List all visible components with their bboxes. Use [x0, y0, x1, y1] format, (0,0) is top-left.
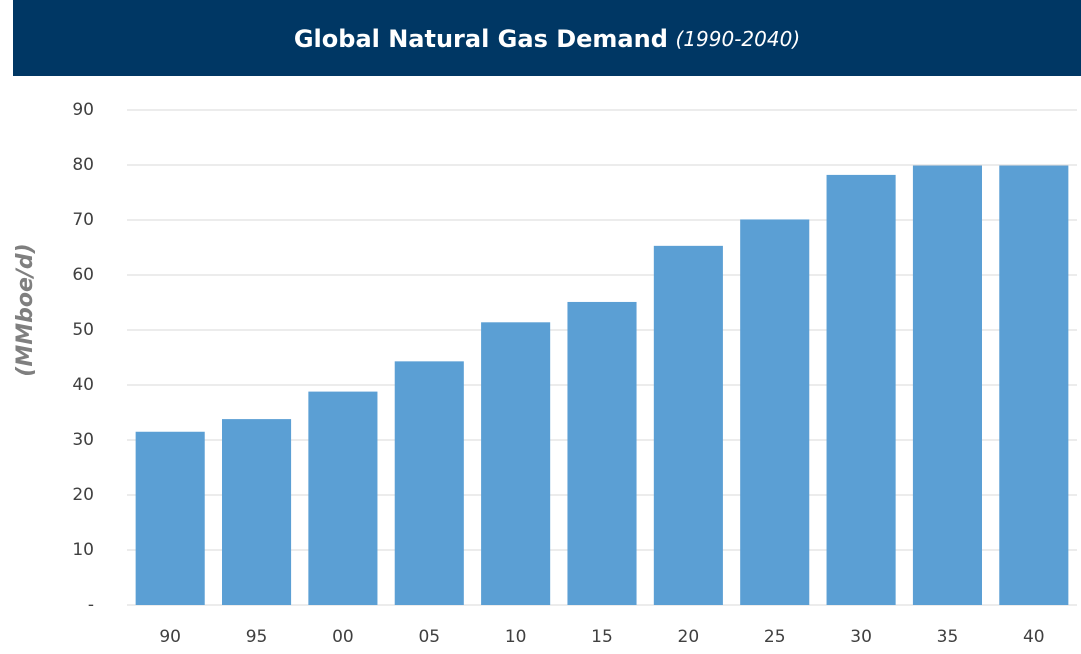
bar: [826, 174, 896, 605]
chart-subtitle: (1990-2040): [676, 27, 801, 51]
x-tick-label: 10: [505, 627, 527, 647]
bar: [481, 322, 551, 605]
bar: [135, 431, 205, 605]
x-tick-label: 30: [850, 627, 872, 647]
y-tick-label: 40: [72, 375, 94, 395]
y-tick-label: 90: [72, 100, 94, 120]
y-axis-title: (MMboe/d): [13, 243, 38, 376]
x-tick-label: 90: [159, 627, 181, 647]
bar: [912, 165, 982, 606]
y-tick-label: 30: [72, 430, 94, 450]
y-tick-label: 50: [72, 320, 94, 340]
bar: [653, 245, 723, 605]
y-tick-label: -: [88, 595, 94, 615]
y-tick-label: 20: [72, 485, 94, 505]
x-tick-label: 05: [418, 627, 440, 647]
x-tick-label: 20: [678, 627, 700, 647]
bar: [394, 361, 464, 605]
x-tick-label: 15: [591, 627, 613, 647]
x-tick-label: 35: [937, 627, 959, 647]
bar: [567, 301, 637, 605]
x-tick-label: 95: [246, 627, 268, 647]
bar: [740, 219, 810, 605]
bar: [222, 419, 292, 605]
x-tick-label: 25: [764, 627, 786, 647]
bar: [999, 165, 1069, 606]
header: Global Natural Gas Demand (1990-2040): [294, 25, 800, 53]
chart-title: Global Natural Gas Demand: [294, 25, 668, 53]
y-tick-label: 70: [72, 210, 94, 230]
bar: [308, 391, 378, 605]
y-tick-label: 80: [72, 155, 94, 175]
header-band: [13, 0, 1081, 76]
y-tick-label: 60: [72, 265, 94, 285]
y-tick-label: 10: [72, 540, 94, 560]
x-tick-label: 40: [1023, 627, 1045, 647]
x-tick-label: 00: [332, 627, 354, 647]
